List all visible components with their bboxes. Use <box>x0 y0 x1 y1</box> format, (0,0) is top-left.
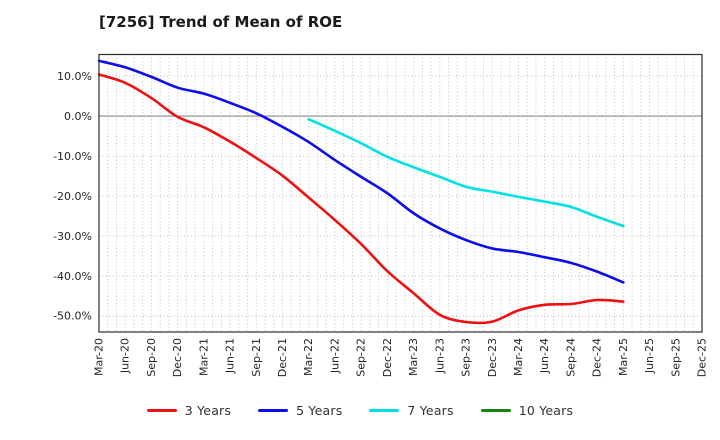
grid-lines <box>99 54 702 332</box>
legend-label-3-years: 3 Years <box>184 403 232 418</box>
x-tick-label: Sep-23 <box>460 338 473 377</box>
legend-label-5-years: 5 Years <box>296 403 343 418</box>
chart-legend: 3 Years 5 Years 7 Years 10 Years <box>0 403 720 418</box>
x-tick-label: Dec-20 <box>171 338 184 377</box>
x-tick-label: Dec-23 <box>486 338 499 377</box>
legend-line-10-years-icon <box>480 409 511 412</box>
series-lines <box>97 59 625 325</box>
legend-item-3-years: 3 Years <box>146 403 232 418</box>
y-tick-label: -10.0% <box>53 150 92 163</box>
y-tick-label: -20.0% <box>53 190 92 203</box>
legend-line-5-years-icon <box>258 409 289 412</box>
x-tick-label: Dec-25 <box>696 338 709 377</box>
x-tick-label: Jun-21 <box>224 338 237 374</box>
series-line-3-years <box>97 73 625 325</box>
x-tick-label: Sep-24 <box>564 338 577 377</box>
legend-item-7-years: 7 Years <box>369 403 454 418</box>
y-tick-label: -30.0% <box>53 230 92 243</box>
legend-item-10-years: 10 Years <box>480 403 574 418</box>
y-tick-label: -40.0% <box>53 270 92 283</box>
x-tick-label: Sep-20 <box>145 338 158 377</box>
series-line-5-years <box>97 59 625 284</box>
x-tick-label: Jun-23 <box>433 338 446 374</box>
x-tick-label: Jun-25 <box>643 338 656 374</box>
y-tick-label: -50.0% <box>53 310 92 323</box>
x-tick-label: Mar-24 <box>512 338 525 376</box>
x-tick-label: Mar-21 <box>197 338 210 376</box>
x-tick-label: Mar-25 <box>617 338 630 376</box>
plot-border <box>98 53 703 333</box>
axis-labels: 10.0% 0.0% -10.0% -20.0% -30.0% -40.0% -50.0% M… <box>53 70 708 377</box>
x-tick-label: Jun-22 <box>328 338 341 374</box>
legend-item-5-years: 5 Years <box>258 403 342 418</box>
y-tick-label: 0.0% <box>64 110 92 123</box>
legend-line-7-years-icon <box>369 409 400 412</box>
x-tick-label: Sep-21 <box>250 338 263 377</box>
x-tick-label: Dec-21 <box>276 338 289 377</box>
x-tick-label: Mar-20 <box>93 338 106 376</box>
x-tick-label: Mar-22 <box>302 338 315 376</box>
x-tick-label: Jun-24 <box>538 338 551 374</box>
x-tick-label: Jun-20 <box>119 338 132 374</box>
x-tick-label: Mar-23 <box>407 338 420 376</box>
x-tick-label: Sep-22 <box>355 338 368 377</box>
y-tick-label: 10.0% <box>57 70 92 83</box>
legend-label-7-years: 7 Years <box>407 403 454 418</box>
legend-label-10-years: 10 Years <box>518 403 574 418</box>
series-line-7-years <box>307 117 625 228</box>
x-tick-label: Sep-25 <box>669 338 682 377</box>
x-tick-label: Dec-22 <box>381 338 394 377</box>
legend-line-3-years-icon <box>146 409 177 412</box>
chart-title: [7256] Trend of Mean of ROE <box>99 13 342 31</box>
x-tick-label: Dec-24 <box>591 338 604 377</box>
